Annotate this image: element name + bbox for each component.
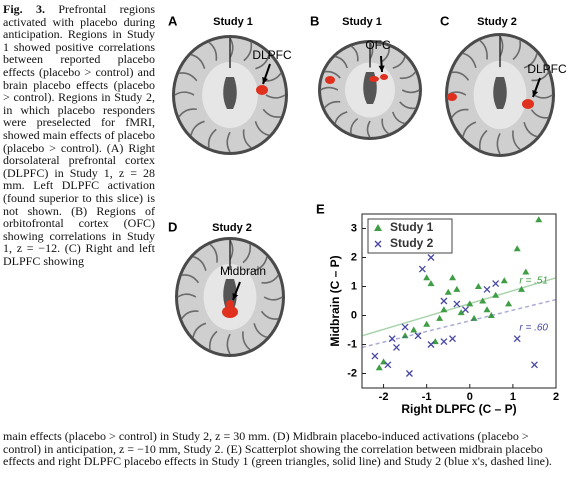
y-tick-label: -1 xyxy=(347,338,357,350)
activation xyxy=(226,300,234,308)
annotation: r = .51 xyxy=(519,276,548,287)
point xyxy=(445,289,452,295)
x-tick-label: 1 xyxy=(510,391,516,403)
panel-title: Study 2 xyxy=(212,222,252,234)
activation xyxy=(369,76,379,82)
point xyxy=(493,281,499,287)
y-axis-label: Midbrain (C – P) xyxy=(328,255,342,346)
region-label: OFC xyxy=(365,38,391,52)
point xyxy=(389,336,395,342)
activation xyxy=(447,93,457,101)
point xyxy=(402,324,408,330)
y-tick-label: 0 xyxy=(351,309,357,321)
point xyxy=(428,255,434,261)
point xyxy=(419,266,425,272)
x-tick-label: 0 xyxy=(467,391,473,403)
ventricle xyxy=(223,77,237,109)
activation xyxy=(256,85,268,95)
panel-letter: B xyxy=(310,13,319,28)
point xyxy=(484,286,490,292)
x-tick-label: 2 xyxy=(553,391,559,403)
activation xyxy=(325,76,335,84)
panel-letter: E xyxy=(316,201,325,216)
point xyxy=(441,298,447,304)
point xyxy=(462,307,468,313)
point xyxy=(428,342,434,348)
brain-panel xyxy=(175,237,285,357)
legend-label: Study 1 xyxy=(390,220,434,234)
panel-title: Study 1 xyxy=(213,16,253,28)
point xyxy=(501,277,508,283)
activation xyxy=(380,74,388,80)
point xyxy=(436,315,443,321)
y-tick-label: 3 xyxy=(351,222,357,234)
point xyxy=(475,283,482,289)
panel-letter: D xyxy=(168,219,177,234)
brain-panel xyxy=(318,40,422,140)
point xyxy=(427,280,434,286)
point xyxy=(535,216,542,222)
point xyxy=(423,321,430,327)
point xyxy=(423,274,430,280)
point xyxy=(393,344,399,350)
y-tick-label: -2 xyxy=(347,367,357,379)
point xyxy=(514,245,521,251)
y-tick-label: 2 xyxy=(351,251,357,263)
point xyxy=(440,306,447,312)
figure: A Study 1 DLPFC B Study 1 OFC C Study 2 DLPFC D St… xyxy=(0,0,573,430)
point xyxy=(441,339,447,345)
panel-letter: C xyxy=(440,13,450,28)
point xyxy=(531,362,537,368)
region-label: DLPFC xyxy=(252,48,292,62)
region-label: Midbrain xyxy=(220,264,266,278)
point xyxy=(484,306,491,312)
point xyxy=(410,327,417,333)
point xyxy=(454,301,460,307)
point xyxy=(406,371,412,377)
point xyxy=(385,362,391,368)
activation xyxy=(522,99,534,109)
panel-title: Study 2 xyxy=(477,16,517,28)
y-tick-label: 1 xyxy=(351,280,357,292)
ventricle xyxy=(493,77,507,109)
brain-panel xyxy=(445,33,555,157)
point xyxy=(376,364,383,370)
annotation: r = .60 xyxy=(519,323,548,334)
panel-letter: A xyxy=(168,13,178,28)
point xyxy=(372,353,378,359)
point xyxy=(450,336,456,342)
region-label: DLPFC xyxy=(527,62,567,76)
point xyxy=(449,274,456,280)
x-axis-label: Right DLPFC (C – P) xyxy=(401,402,516,416)
point xyxy=(522,269,529,275)
point xyxy=(514,336,520,342)
page: {"caption": {"label": "Fig. 3.", "column… xyxy=(0,0,573,496)
x-tick-label: -2 xyxy=(379,391,389,403)
point xyxy=(453,286,460,292)
x-tick-label: -1 xyxy=(422,391,432,403)
panel-title: Study 1 xyxy=(342,16,382,28)
point xyxy=(505,300,512,306)
legend-label: Study 2 xyxy=(390,236,434,250)
caption-bottom: main effects (placebo > control) in Stud… xyxy=(3,430,569,494)
